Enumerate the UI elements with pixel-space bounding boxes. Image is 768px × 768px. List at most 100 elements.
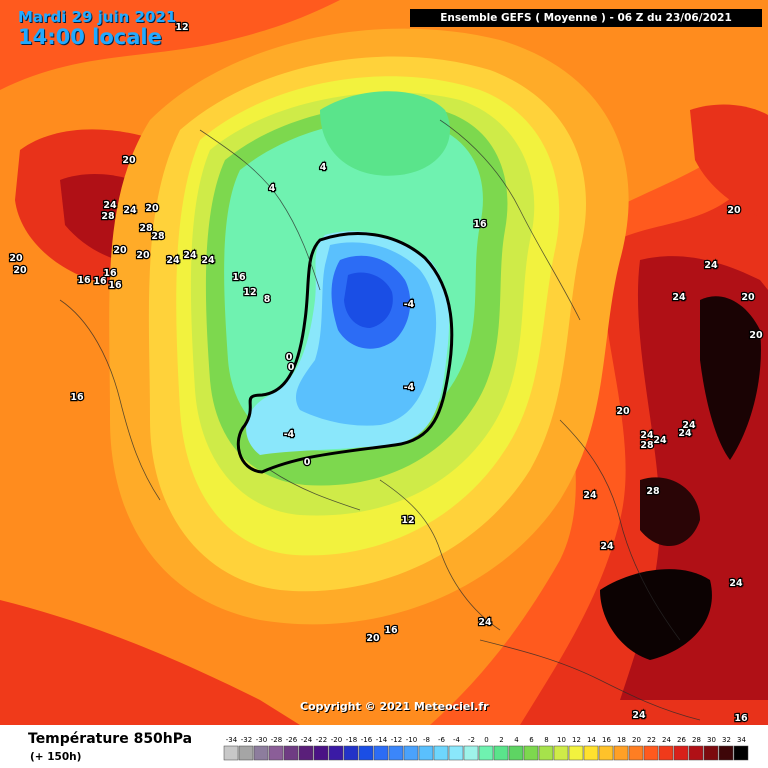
temperature-label: 0 (304, 457, 311, 468)
legend-color-swatch (419, 746, 433, 760)
temperature-label: 24 (672, 292, 686, 303)
legend-tick-label: 2 (499, 736, 503, 744)
legend-color-swatch (299, 746, 313, 760)
legend-color-swatch (524, 746, 538, 760)
legend-color-swatch (434, 746, 448, 760)
legend-tick-label: -20 (331, 736, 342, 744)
legend-tick-label: -6 (438, 736, 446, 744)
temperature-label: 20 (9, 253, 23, 264)
legend-tick-label: 0 (484, 736, 488, 744)
temperature-label: 20 (145, 203, 159, 214)
legend-tick-label: -4 (453, 736, 461, 744)
legend-tick-label: 24 (662, 736, 671, 744)
legend-tick-label: 12 (572, 736, 581, 744)
legend-tick-label: 30 (707, 736, 716, 744)
legend-color-swatch (479, 746, 493, 760)
legend-tick-label: 32 (722, 736, 731, 744)
temperature-label: 20 (113, 245, 127, 256)
legend-tick-label: -28 (271, 736, 282, 744)
forecast-date: Mardi 29 juin 2021 (18, 10, 176, 25)
color-scale-legend: -34 -32 -30 -28 -26 -24 -22 -20 -18 -16 -14 -12 -10-… (222, 733, 752, 763)
legend-color-swatch (704, 746, 718, 760)
legend-color-swatch (509, 746, 523, 760)
temperature-label: 16 (77, 275, 91, 286)
legend-tick-label: -24 (301, 736, 313, 744)
temperature-label: 0 (288, 362, 295, 373)
temperature-label: 20 (749, 330, 763, 341)
temperature-label: 28 (101, 211, 115, 222)
legend-tick-label: 28 (692, 736, 701, 744)
temperature-label: 24 (729, 578, 743, 589)
legend-color-swatch (539, 746, 553, 760)
temperature-label: 16 (70, 392, 84, 403)
temperature-label: -4 (404, 382, 415, 393)
temperature-label: 20 (727, 205, 741, 216)
temperature-label: 24 (600, 541, 614, 552)
legend-color-swatch (599, 746, 613, 760)
temperature-label: -4 (404, 299, 415, 310)
copyright-notice: Copyright © 2021 Meteociel.fr (300, 700, 489, 713)
legend-color-swatch (269, 746, 283, 760)
legend-color-swatch (734, 746, 748, 760)
legend-tick-label: -12 (391, 736, 402, 744)
legend-tick-label: -2 (468, 736, 475, 744)
variable-title: Température 850hPa (28, 731, 192, 747)
legend-color-swatch (614, 746, 628, 760)
legend-color-swatch (224, 746, 238, 760)
temperature-label: 16 (93, 276, 107, 287)
legend-color-swatch (584, 746, 598, 760)
temperature-label: 16 (232, 272, 246, 283)
legend-tick-label: -8 (423, 736, 430, 744)
forecast-datetime: Mardi 29 juin 2021 14:00 locale (18, 10, 176, 48)
legend-color-swatch (659, 746, 673, 760)
temperature-label: 24 (632, 710, 646, 721)
temperature-label: 24 (183, 250, 197, 261)
temperature-label: 28 (646, 486, 660, 497)
legend-tick-label: -14 (376, 736, 388, 744)
legend-color-swatch (494, 746, 508, 760)
legend-tick-label: 20 (632, 736, 641, 744)
legend-color-swatch (389, 746, 403, 760)
legend-tick-label: 6 (529, 736, 534, 744)
temperature-label: 20 (366, 633, 380, 644)
temperature-label: 20 (122, 155, 136, 166)
model-run-info: Ensemble GEFS ( Moyenne ) - 06 Z du 23/0… (410, 9, 762, 27)
legend-tick-label: -10 (406, 736, 417, 744)
forecast-offset: (+ 150h) (30, 751, 81, 763)
temperature-label: 16 (108, 280, 122, 291)
legend-color-swatch (689, 746, 703, 760)
legend-tick-label: -18 (346, 736, 357, 744)
legend-color-swatch (254, 746, 268, 760)
legend-color-swatch (569, 746, 583, 760)
temperature-label: 20 (741, 292, 755, 303)
temperature-label: 16 (384, 625, 398, 636)
temperature-label: 28 (640, 440, 654, 451)
legend-tick-label: -22 (316, 736, 327, 744)
temperature-label: 24 (478, 617, 492, 628)
legend-tick-label: 8 (544, 736, 548, 744)
legend-color-swatch (359, 746, 373, 760)
temperature-label: 12 (243, 287, 256, 298)
legend-color-swatch (374, 746, 388, 760)
temperature-label: 24 (201, 255, 215, 266)
temperature-label: 8 (264, 294, 271, 305)
temperature-label: 20 (616, 406, 630, 417)
legend-color-swatch (284, 746, 298, 760)
legend-color-swatch (464, 746, 478, 760)
temperature-label: 12 (175, 22, 188, 33)
legend-tick-label: -26 (286, 736, 298, 744)
temperature-label: 20 (13, 265, 27, 276)
legend-color-swatch (329, 746, 343, 760)
legend-color-swatch (314, 746, 328, 760)
legend-tick-label: 26 (677, 736, 686, 744)
temperature-label: 4 (320, 162, 327, 173)
legend-tick-label: 4 (514, 736, 519, 744)
temperature-label: 24 (166, 255, 180, 266)
legend-color-swatch (554, 746, 568, 760)
legend-tick-label: -32 (241, 736, 252, 744)
legend-tick-label: 18 (617, 736, 626, 744)
temperature-label: -4 (284, 429, 295, 440)
temperature-label: 20 (136, 250, 150, 261)
